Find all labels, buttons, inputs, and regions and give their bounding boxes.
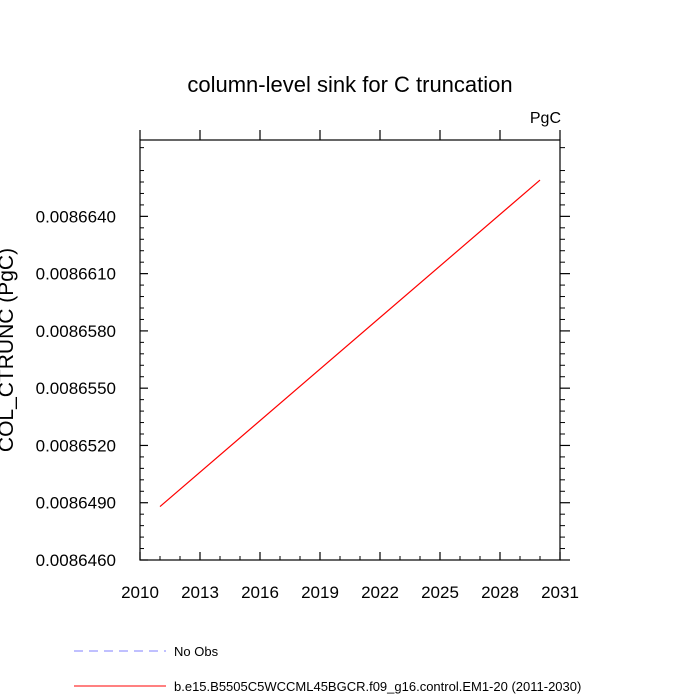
x-axis-tick-labels: 2010 2013 2016 2019 2022 2025 2028 2031 [121,583,579,602]
x-tick-label: 2028 [481,583,519,602]
y-tick-label: 0.0086550 [36,379,116,398]
x-tick-label: 2016 [241,583,279,602]
y-tick-label: 0.0086640 [36,207,116,226]
legend-label: b.e15.B5505C5WCCML45BGCR.f09_g16.control… [174,679,581,694]
y-tick-label: 0.0086610 [36,265,116,284]
series-line [159,179,541,508]
y-tick-label: 0.0086580 [36,322,116,341]
x-tick-label: 2013 [181,583,219,602]
y-axis-label: COL_CTRUNC (PgC) [0,248,18,452]
plot-frame [139,139,561,561]
x-tick-label: 2031 [541,583,579,602]
x-tick-label: 2025 [421,583,459,602]
y-tick-label: 0.0086520 [36,436,116,455]
y-tick-label: 0.0086490 [36,494,116,513]
x-tick-label: 2019 [301,583,339,602]
y-axis-tick-labels: 0.0086460 0.0086490 0.0086520 0.0086550 0.00… [36,207,116,570]
x-axis-ticks [139,130,561,560]
chart-title: column-level sink for C truncation [187,72,512,97]
x-tick-label: 2010 [121,583,159,602]
x-tick-label: 2022 [361,583,399,602]
y-axis-ticks [140,147,570,561]
y-tick-label: 0.0086460 [36,551,116,570]
legend-label: No Obs [174,644,219,659]
legend: No Obs b.e15.B5505C5WCCML45BGCR.f09_g16.c… [74,644,581,694]
series-group [159,179,541,508]
chart-units: PgC [530,110,561,127]
